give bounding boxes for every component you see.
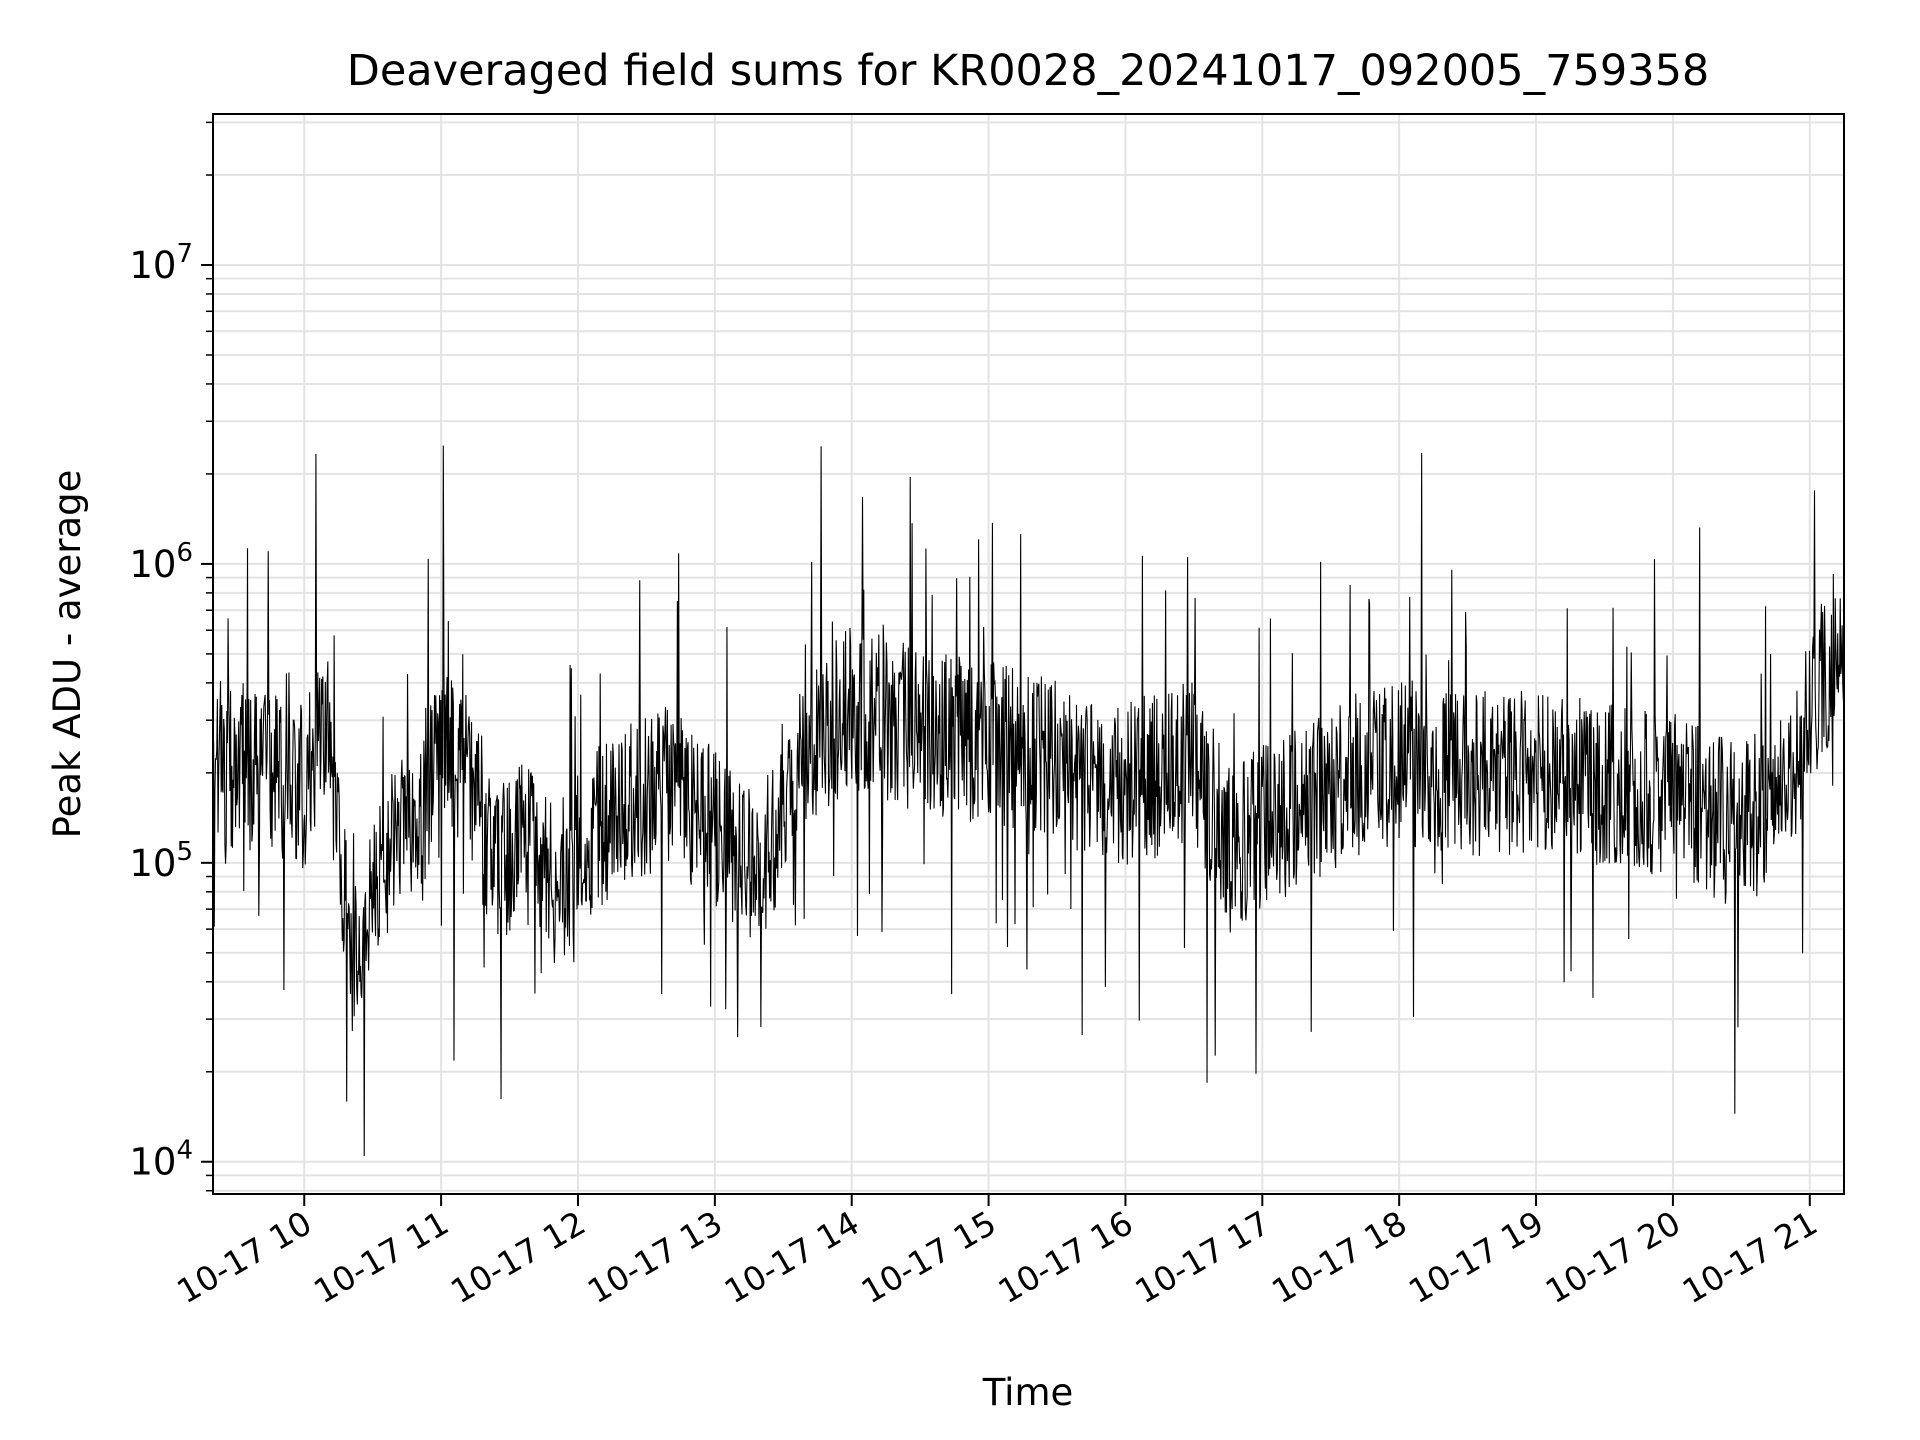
y-tick-exponent: 5	[176, 837, 193, 867]
y-tick-exponent: 7	[176, 239, 193, 269]
series-line	[213, 445, 1844, 1157]
y-tick-label: 104	[129, 1136, 193, 1184]
y-tick-label: 105	[129, 837, 193, 885]
y-tick-exponent: 4	[176, 1136, 193, 1166]
y-tick-base: 10	[129, 244, 176, 287]
y-tick-base: 10	[129, 543, 176, 586]
y-tick-base: 10	[129, 1141, 176, 1184]
chart-title: Deaveraged field sums for KR0028_2024101…	[347, 46, 1710, 96]
y-tick-label: 106	[129, 538, 193, 586]
grid	[213, 114, 1844, 1194]
x-axis-label: Time	[982, 1371, 1074, 1414]
y-tick-base: 10	[129, 842, 176, 885]
y-axis-label: Peak ADU - average	[46, 470, 89, 839]
y-tick-exponent: 6	[176, 538, 193, 568]
y-tick-label: 107	[129, 239, 193, 287]
